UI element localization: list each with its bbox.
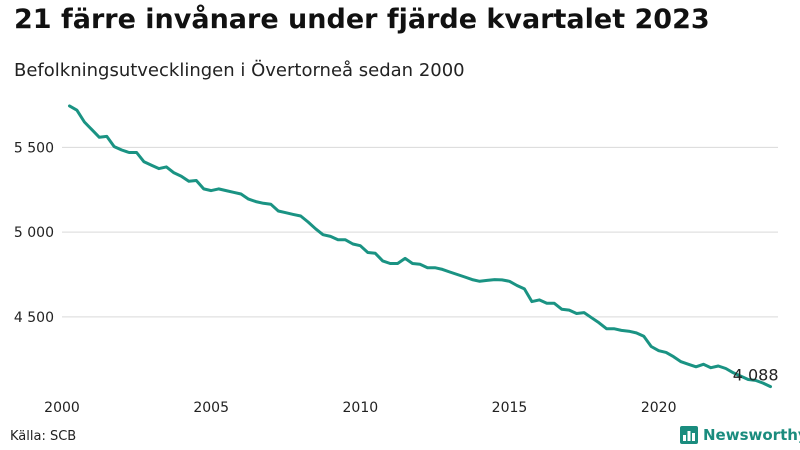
- brand-name: Newsworthy: [703, 426, 800, 444]
- bar-chart-icon: [680, 426, 698, 444]
- chart-title: 21 färre invånare under fjärde kvartalet…: [14, 4, 710, 35]
- end-value-label: 4 088: [733, 366, 779, 385]
- chart-subtitle: Befolkningsutvecklingen i Övertorneå sed…: [14, 60, 465, 81]
- x-tick-label: 2020: [641, 400, 677, 416]
- y-tick-label: 4 500: [14, 310, 54, 326]
- gridlines: [62, 146, 778, 318]
- x-tick-label: 2000: [44, 400, 80, 416]
- y-tick-label: 5 000: [14, 225, 54, 241]
- x-tick-label: 2015: [492, 400, 528, 416]
- x-tick-label: 2010: [343, 400, 379, 416]
- y-tick-label: 5 500: [14, 140, 54, 156]
- x-tick-label: 2005: [193, 400, 229, 416]
- x-axis-ticks: 2000 2005 2010 2015 2020: [44, 400, 676, 416]
- source-note: Källa: SCB: [10, 429, 77, 444]
- population-line: [68, 104, 772, 389]
- brand-logo: Newsworthy: [680, 426, 800, 444]
- y-axis-ticks: 4 500 5 000 5 500: [14, 140, 54, 325]
